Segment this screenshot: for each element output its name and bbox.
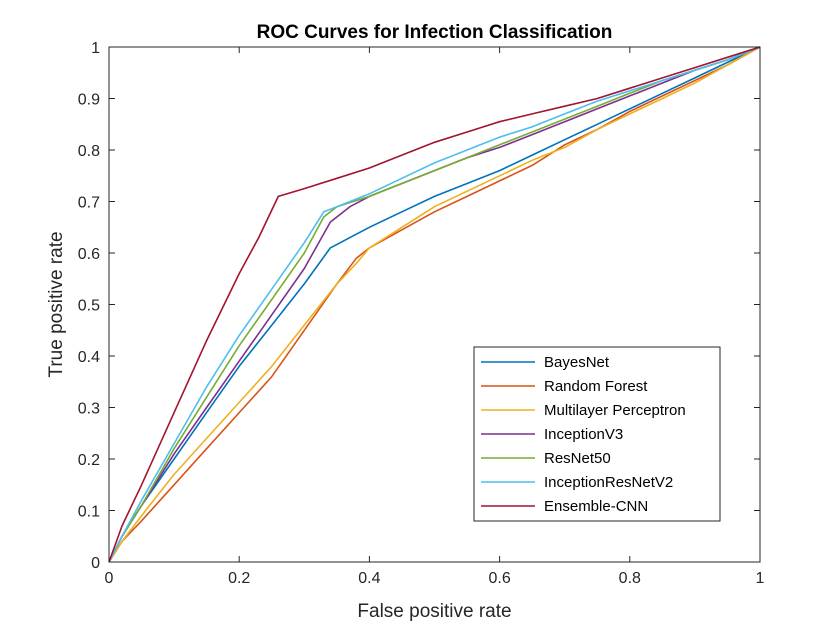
series-line-inceptionresnetv2 [108, 46, 761, 563]
y-tick-label: 0.9 [78, 92, 100, 109]
series-line-bayesnet [108, 46, 761, 563]
legend-label-ensemble-cnn: Ensemble-CNN [544, 498, 648, 515]
x-tick-label: 0.6 [488, 570, 510, 587]
legend-label-inceptionv3: InceptionV3 [544, 426, 623, 443]
y-tick-label: 0.8 [78, 143, 100, 160]
series-line-multilayer-perceptron [108, 46, 761, 563]
series-line-ensemble-cnn [108, 46, 761, 563]
legend-label-bayesnet: BayesNet [544, 354, 610, 371]
y-tick-label: 0.6 [78, 246, 100, 263]
chart-title: ROC Curves for Infection Classification [257, 22, 613, 43]
y-tick-label: 0 [91, 555, 100, 572]
y-axis-title: True positive rate [46, 231, 67, 377]
legend: BayesNet Random Forest Multilayer Perceptr… [473, 346, 721, 522]
series-layer [108, 46, 761, 563]
x-tick-label: 0 [105, 570, 114, 587]
series-line-random-forest [108, 46, 761, 563]
legend-label-resnet50: ResNet50 [544, 450, 611, 467]
y-tick-label: 0.4 [78, 349, 100, 366]
x-tick-label: 0.2 [228, 570, 250, 587]
x-tick-label: 1 [756, 570, 765, 587]
ticks-layer: 0 0.2 0.4 0.6 0.8 1 0 0.1 0.2 0.3 0.4 0.5 0.6 0.7 0.8 0… [78, 40, 765, 587]
y-tick-label: 1 [91, 40, 100, 57]
legend-label-multilayer-perceptron: Multilayer Perceptron [544, 402, 686, 419]
x-tick-label: 0.4 [358, 570, 380, 587]
series-line-resnet50 [108, 46, 761, 563]
legend-label-inceptionresnetv2: InceptionResNetV2 [544, 474, 673, 491]
legend-label-random-forest: Random Forest [544, 378, 648, 395]
y-tick-label: 0.1 [78, 504, 100, 521]
x-tick-label: 0.8 [619, 570, 641, 587]
y-tick-label: 0.2 [78, 452, 100, 469]
y-tick-label: 0.5 [78, 298, 100, 315]
y-tick-label: 0.7 [78, 195, 100, 212]
x-axis-title: False positive rate [357, 601, 511, 622]
y-tick-label: 0.3 [78, 401, 100, 418]
